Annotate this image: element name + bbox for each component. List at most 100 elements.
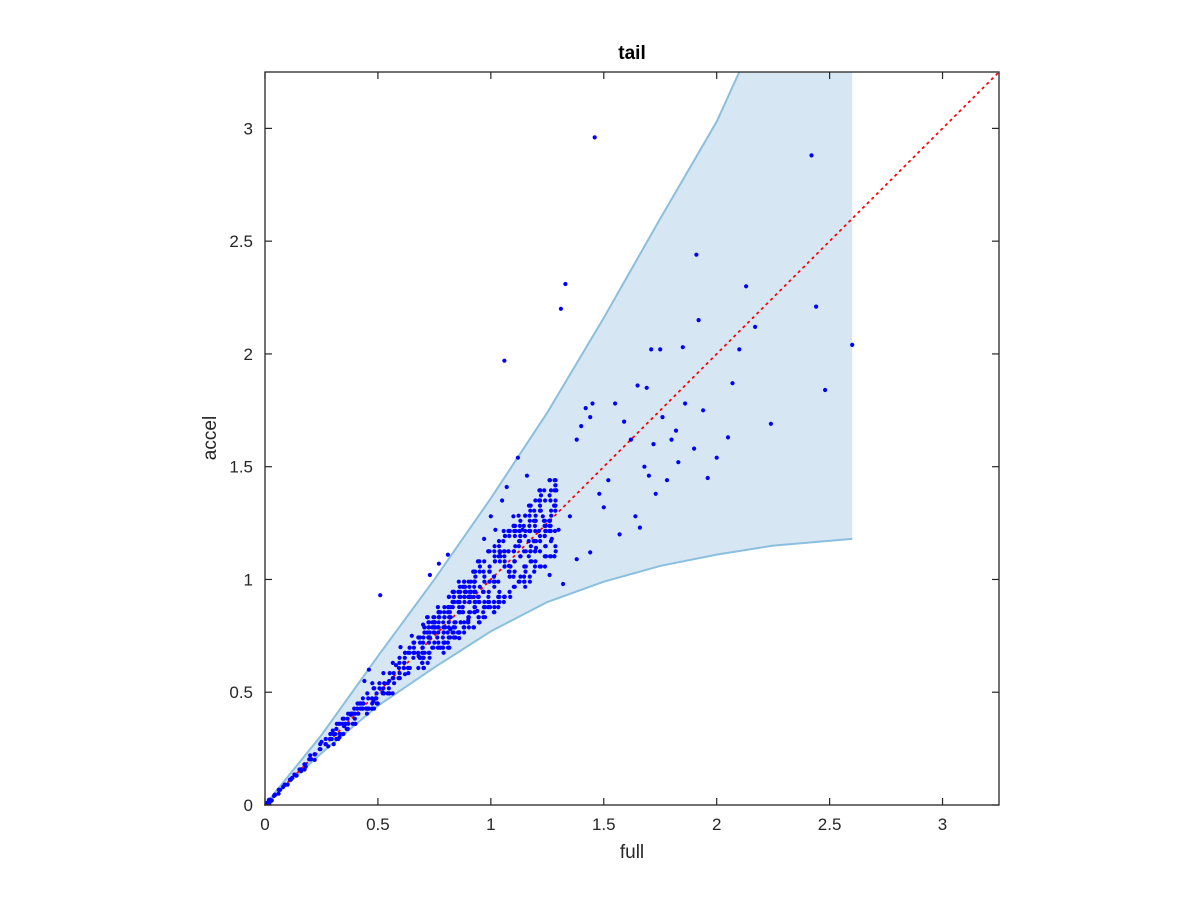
data-point [518,554,523,559]
data-point [436,625,441,630]
data-point [345,716,350,721]
data-point [472,599,477,605]
data-point [531,539,537,544]
data-point [487,564,492,569]
data-point [553,544,558,549]
data-point [515,455,521,460]
data-point [365,691,370,696]
data-point [453,620,458,625]
data-point [345,726,350,732]
reference-line-layer [264,71,1000,806]
data-point [351,711,356,716]
data-point [567,514,573,519]
data-point [308,753,313,758]
data-point [533,498,538,503]
data-point [737,347,742,352]
data-point [435,605,440,610]
data-point [556,527,561,532]
data-point [730,381,735,386]
data-point [451,599,457,605]
data-point [420,655,425,660]
data-point [302,767,307,772]
data-point [492,544,497,549]
data-point [477,564,482,569]
data-point [446,635,451,640]
data-point [312,757,317,763]
data-point [552,528,558,534]
data-point [628,437,634,442]
data-point [548,528,553,534]
data-point [633,514,638,519]
data-point [397,655,402,660]
data-point [522,579,527,584]
data-point [579,424,584,429]
data-point [432,615,437,620]
data-point [456,579,461,584]
data-point [481,589,486,595]
data-point [442,625,447,630]
data-point [653,491,658,496]
data-point [436,640,441,645]
data-point [501,599,506,605]
data-point [382,681,387,686]
data-point [528,503,533,508]
data-point [533,528,538,534]
data-point [543,544,548,549]
data-point [331,742,336,747]
data-point [552,503,557,508]
data-point [437,615,442,620]
data-point [532,569,537,574]
data-point [497,559,502,564]
data-point [402,650,408,655]
data-point [330,728,335,733]
data-point [467,610,472,615]
data-point [512,533,518,539]
data-point [425,630,430,635]
data-point [362,678,367,684]
data-point [651,442,656,447]
data-point [446,605,451,610]
data-point [381,691,386,696]
data-point [644,385,649,390]
data-point [543,554,549,559]
data-point [487,579,492,584]
data-point [426,650,431,655]
chart-title: tail [618,43,645,64]
data-point [374,696,379,701]
data-point [427,620,432,625]
data-point [436,561,441,566]
data-point [445,630,450,635]
data-point [366,696,371,701]
data-point [471,594,476,600]
data-point [426,640,432,645]
data-point [516,544,522,549]
data-point [814,304,819,309]
y-tick-label: 2.5 [229,232,253,251]
data-point [340,716,345,721]
data-point [701,408,706,413]
data-point [309,757,314,762]
data-point [483,615,488,620]
data-point [502,594,507,600]
data-point [356,711,361,716]
data-point [512,569,517,574]
data-point [442,640,447,645]
data-point [523,513,528,518]
data-point [511,523,516,529]
data-point [511,549,517,554]
x-tick-label: 1.5 [592,815,616,834]
data-point [462,579,467,584]
data-point [460,610,465,615]
data-point [457,605,462,610]
data-point [302,762,307,767]
data-point [511,514,516,519]
data-point [267,797,272,803]
data-point [420,660,425,666]
data-point [360,696,365,701]
data-point [528,544,534,549]
data-point [538,493,544,498]
data-point [553,508,558,513]
data-point [390,691,395,696]
